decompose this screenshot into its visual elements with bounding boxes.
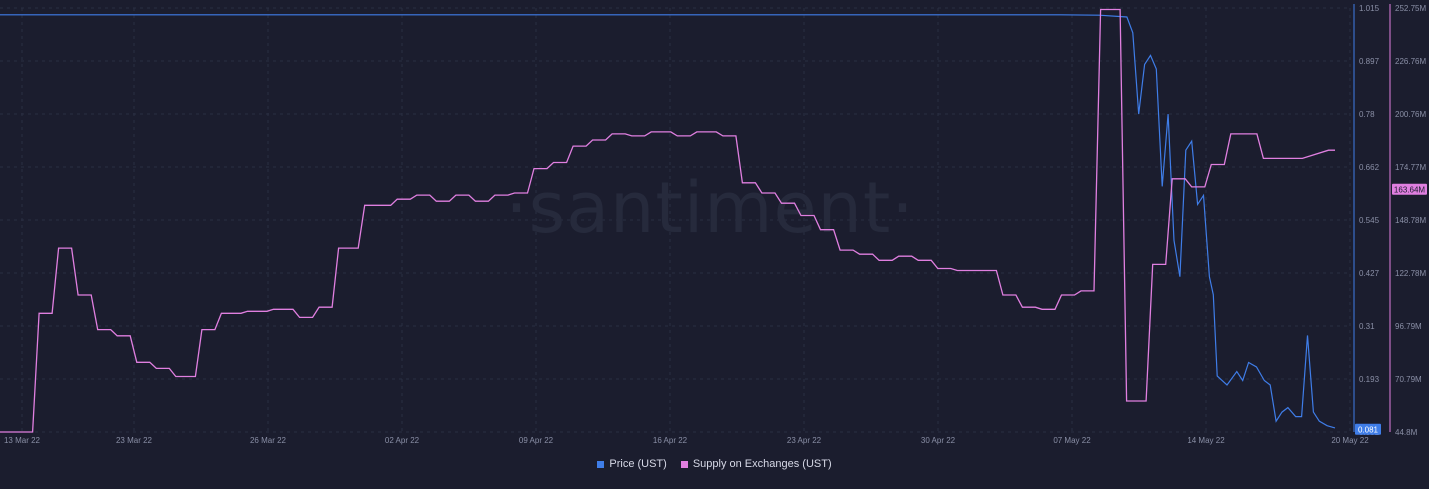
supply-series-line bbox=[0, 8, 1335, 433]
x-tick-label: 23 Apr 22 bbox=[787, 436, 822, 445]
x-tick-label: 30 Apr 22 bbox=[921, 436, 956, 445]
supply-tick-label: 70.79M bbox=[1395, 375, 1422, 384]
supply-tick-label: 226.76M bbox=[1395, 57, 1426, 66]
price-tick-label: 0.31 bbox=[1359, 322, 1375, 331]
x-tick-label: 16 Apr 22 bbox=[653, 436, 688, 445]
legend-swatch-price bbox=[597, 460, 605, 468]
legend-item-supply[interactable]: Supply on Exchanges (UST) bbox=[680, 458, 832, 470]
x-tick-label: 26 Mar 22 bbox=[250, 436, 287, 445]
price-tick-label: 0.427 bbox=[1359, 269, 1380, 278]
supply-tick-label: 252.75M bbox=[1395, 4, 1426, 13]
x-tick-label: 23 Mar 22 bbox=[116, 436, 153, 445]
legend-label-supply: Supply on Exchanges (UST) bbox=[692, 458, 832, 470]
supply-tick-label: 148.78M bbox=[1395, 216, 1426, 225]
supply-tick-label: 44.8M bbox=[1395, 428, 1418, 437]
price-tick-label: 0.897 bbox=[1359, 57, 1380, 66]
series bbox=[0, 8, 1336, 433]
legend-item-price[interactable]: Price (UST) bbox=[597, 458, 667, 470]
x-tick-label: 14 May 22 bbox=[1187, 436, 1225, 445]
value-badges: 0.081 163.64M bbox=[1355, 183, 1427, 435]
x-tick-label: 13 Mar 22 bbox=[4, 436, 41, 445]
price-current-badge: 0.081 bbox=[1355, 423, 1381, 435]
price-current-value: 0.081 bbox=[1358, 426, 1379, 435]
supply-tick-label: 122.78M bbox=[1395, 269, 1426, 278]
legend: Price (UST) Supply on Exchanges (UST) bbox=[0, 458, 1429, 470]
supply-current-badge: 163.64M bbox=[1392, 183, 1427, 195]
price-series-line bbox=[0, 14, 1336, 429]
santiment-watermark: ·santiment· bbox=[505, 167, 914, 249]
supply-tick-label: 96.79M bbox=[1395, 322, 1422, 331]
x-tick-label: 20 May 22 bbox=[1331, 436, 1369, 445]
price-tick-label: 0.78 bbox=[1359, 110, 1375, 119]
price-tick-label: 0.193 bbox=[1359, 375, 1380, 384]
supply-tick-label: 200.76M bbox=[1395, 110, 1426, 119]
legend-swatch-supply bbox=[680, 460, 688, 468]
supply-tick-label: 174.77M bbox=[1395, 163, 1426, 172]
supply-current-value: 163.64M bbox=[1394, 186, 1425, 195]
axes: 13 Mar 22 23 Mar 22 26 Mar 22 02 Apr 22 09 A… bbox=[4, 4, 1426, 445]
grid bbox=[0, 7, 1351, 433]
legend-label-price: Price (UST) bbox=[609, 458, 667, 470]
price-tick-label: 0.545 bbox=[1359, 216, 1380, 225]
price-tick-label: 1.015 bbox=[1359, 4, 1380, 13]
price-tick-label: 0.662 bbox=[1359, 163, 1380, 172]
x-tick-label: 07 May 22 bbox=[1053, 436, 1091, 445]
x-tick-label: 09 Apr 22 bbox=[519, 436, 554, 445]
x-tick-label: 02 Apr 22 bbox=[385, 436, 420, 445]
